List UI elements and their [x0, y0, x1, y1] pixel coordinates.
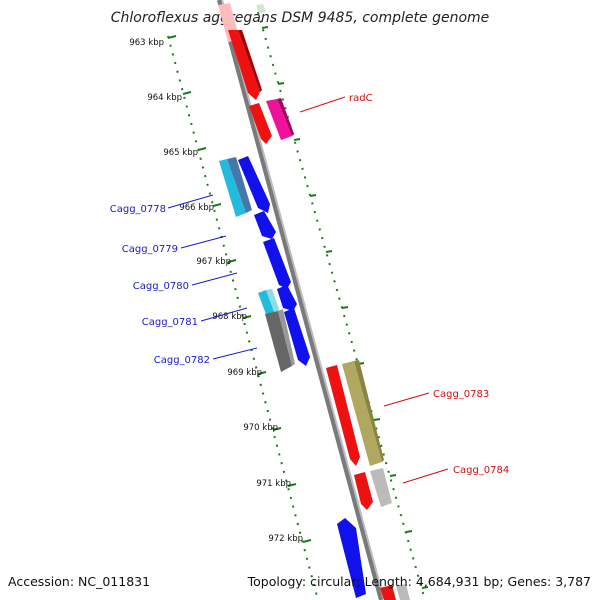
- gene-arrow[interactable]: [278, 309, 295, 366]
- ruler-label: 964 kbp: [147, 93, 182, 103]
- leader-line: [191, 272, 238, 286]
- left-gene-labels: Cagg_0778 Cagg_0779 Cagg_0780 Cagg_0781 …: [110, 194, 258, 366]
- gene-arrow[interactable]: [249, 103, 272, 144]
- ruler-label: 966 kbp: [179, 203, 214, 213]
- gene-arrow-Cagg_0783[interactable]: [342, 361, 382, 466]
- gene-arrow-radC[interactable]: [266, 99, 292, 140]
- leader-line: [180, 235, 227, 249]
- topology-text: Topology: circular; Length: 4,684,931 bp…: [247, 574, 591, 589]
- inner-guide-ticks: [167, 35, 312, 543]
- gene-arrow-Cagg_0779[interactable]: [254, 211, 276, 239]
- ruler-labels: 963 kbp 964 kbp 965 kbp 966 kbp 967 kbp …: [129, 38, 303, 544]
- leader-line: [212, 347, 258, 360]
- ruler-label: 963 kbp: [129, 38, 164, 48]
- leader-line: [167, 194, 214, 209]
- gene-arrow[interactable]: [326, 365, 360, 466]
- gene-arrow[interactable]: [380, 585, 396, 600]
- gene-label-Cagg_0784[interactable]: Cagg_0784: [453, 465, 509, 476]
- gene-arrow-Cagg_0782[interactable]: [265, 311, 292, 372]
- gene-arrow[interactable]: [396, 584, 410, 600]
- gene-arrow[interactable]: [337, 518, 366, 598]
- gene-arrow[interactable]: [277, 285, 297, 311]
- ruler-label: 965 kbp: [163, 148, 198, 158]
- gene-arrow[interactable]: [238, 156, 270, 213]
- gene-label-Cagg_0781[interactable]: Cagg_0781: [142, 317, 198, 328]
- gene-arrow-Cagg_0781[interactable]: [258, 290, 275, 317]
- gene-label-Cagg_0778[interactable]: Cagg_0778: [110, 204, 166, 215]
- gene-arrow-Cagg_0778[interactable]: [219, 159, 246, 217]
- genome-backbone: [217, 0, 383, 600]
- gene-arrow[interactable]: [266, 289, 280, 314]
- gene-arrow-Cagg_0780[interactable]: [263, 238, 291, 289]
- gene-features: [218, 3, 410, 600]
- gene-arrow[interactable]: [354, 360, 384, 462]
- gene-arrow[interactable]: [228, 30, 260, 100]
- right-gene-labels: radC Cagg_0783 Cagg_0784: [299, 93, 509, 484]
- gene-arrow[interactable]: [238, 30, 262, 92]
- gene-arrow[interactable]: [256, 4, 266, 13]
- leader-line: [299, 96, 346, 113]
- genome-title: Chloroflexus aggregans DSM 9485, complet…: [111, 10, 490, 26]
- gene-arrow[interactable]: [227, 157, 252, 213]
- ruler-label: 967 kbp: [196, 257, 231, 267]
- gene-arrow[interactable]: [284, 308, 310, 366]
- leader-line: [200, 307, 248, 322]
- gene-label-Cagg_0782[interactable]: Cagg_0782: [154, 355, 210, 366]
- ruler-label: 969 kbp: [227, 368, 262, 378]
- gene-label-radC[interactable]: radC: [349, 93, 373, 104]
- accession-text: Accession: NC_011831: [8, 574, 150, 589]
- ruler-label: 972 kbp: [268, 534, 303, 544]
- leader-line: [383, 392, 430, 407]
- ruler-label: 970 kbp: [243, 423, 278, 433]
- leader-line: [402, 468, 449, 484]
- outer-guide-ticks: [261, 26, 429, 589]
- gene-label-Cagg_0780[interactable]: Cagg_0780: [133, 281, 189, 292]
- ruler-label: 971 kbp: [256, 479, 291, 489]
- ruler-label: 968 kbp: [212, 312, 247, 322]
- gene-label-Cagg_0783[interactable]: Cagg_0783: [433, 389, 489, 400]
- inner-guide: [167, 35, 319, 600]
- gene-arrow[interactable]: [277, 98, 294, 136]
- gene-arrow[interactable]: [354, 472, 373, 510]
- gene-label-Cagg_0779[interactable]: Cagg_0779: [122, 244, 178, 255]
- gene-arrow-Cagg_0784[interactable]: [370, 468, 392, 507]
